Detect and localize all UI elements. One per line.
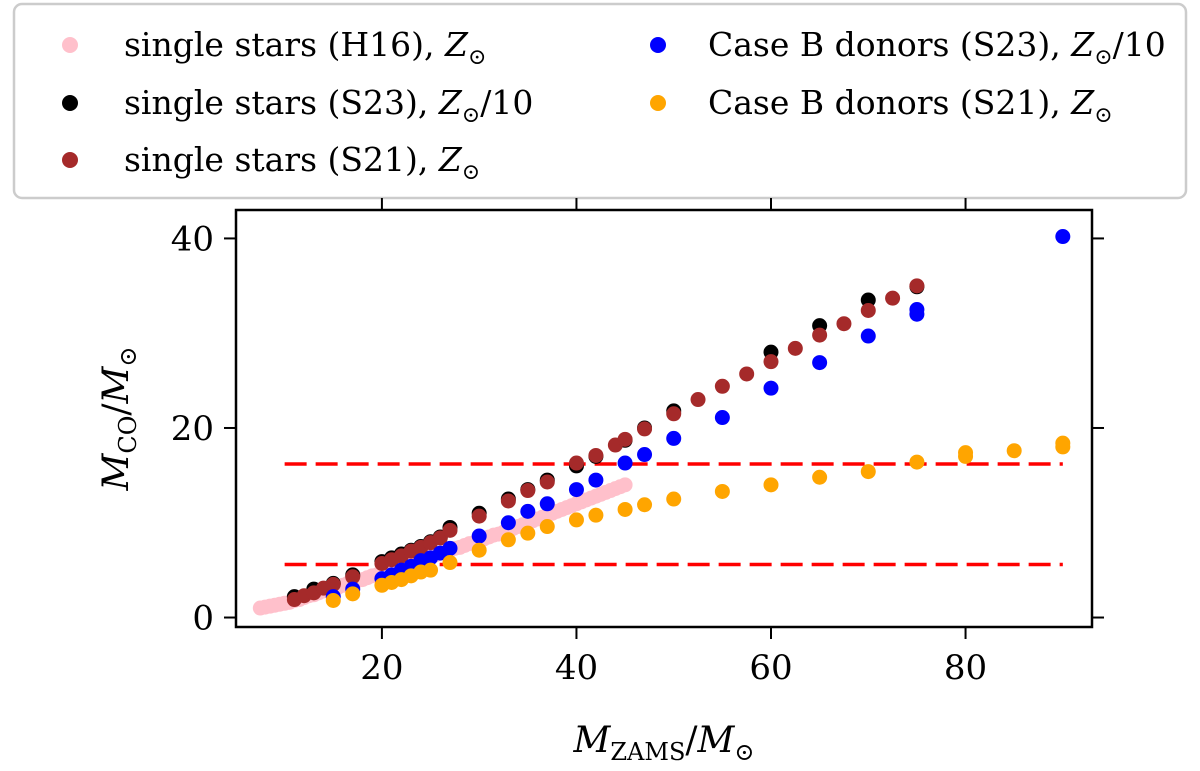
data-point	[690, 392, 706, 408]
legend-marker	[62, 95, 78, 111]
series-2	[286, 279, 925, 605]
data-point	[471, 542, 487, 558]
legend-item-3: single stars (S21), Z⊙	[62, 140, 480, 185]
legend: single stars (H16), Z⊙ single stars (S23)…	[12, 2, 1188, 200]
data-point	[325, 576, 341, 592]
series-3	[286, 278, 925, 608]
data-point	[345, 569, 361, 585]
data-point	[423, 562, 439, 578]
legend-marker	[650, 37, 666, 53]
data-point	[539, 474, 555, 490]
data-point	[1055, 435, 1071, 451]
data-point	[442, 555, 458, 571]
legend-label: single stars (H16), Z⊙	[124, 25, 486, 70]
data-point	[500, 515, 516, 531]
legend-label: Case B donors (S21), Z⊙	[708, 83, 1113, 128]
data-point	[909, 454, 925, 470]
x-axis-label: MZAMS/M⊙	[572, 720, 754, 766]
data-point	[958, 445, 974, 461]
axis-labels: MZAMS/M⊙ MCO/M⊙	[96, 346, 755, 766]
legend-marker	[650, 95, 666, 111]
data-point	[860, 292, 876, 308]
series-5	[325, 435, 1071, 608]
data-point	[568, 455, 584, 471]
legend-item-4: Case B donors (S23), Z⊙/10	[650, 25, 1166, 70]
data-point	[442, 522, 458, 538]
legend-label: Case B donors (S23), Z⊙/10	[708, 25, 1166, 70]
data-point	[666, 491, 682, 507]
data-point	[637, 447, 653, 463]
y-tick-label: 40	[171, 219, 214, 259]
data-point	[500, 532, 516, 548]
data-point	[714, 410, 730, 426]
data-point	[520, 483, 536, 499]
data-point	[471, 528, 487, 544]
data-point	[637, 421, 653, 437]
data-point	[714, 378, 730, 394]
data-point	[812, 355, 828, 371]
data-point	[442, 540, 458, 556]
data-point	[787, 340, 803, 356]
data-point	[666, 406, 682, 422]
data-point	[885, 290, 901, 306]
data-point	[520, 525, 536, 541]
legend-label: single stars (S21), Z⊙	[124, 140, 480, 185]
data-point	[500, 493, 516, 509]
series-4	[325, 229, 1071, 605]
data-point	[588, 472, 604, 488]
x-tick-label: 80	[944, 648, 987, 688]
data-point	[1006, 443, 1022, 459]
data-point	[763, 354, 779, 370]
data-point	[617, 431, 633, 447]
data-point	[539, 496, 555, 512]
data-point	[617, 501, 633, 517]
legend-marker	[62, 152, 78, 168]
data-point	[714, 483, 730, 499]
data-point	[836, 316, 852, 332]
legend-marker	[62, 37, 78, 53]
data-point	[860, 302, 876, 318]
data-point	[345, 586, 361, 602]
data-point	[860, 464, 876, 480]
y-axis-label: MCO/M⊙	[96, 346, 142, 491]
data-point	[666, 430, 682, 446]
data-point	[739, 366, 755, 382]
legend-item-5: Case B donors (S21), Z⊙	[650, 83, 1113, 128]
data-point	[588, 447, 604, 463]
data-point	[812, 327, 828, 343]
data-point	[909, 278, 925, 294]
data-point	[860, 328, 876, 344]
data-point	[325, 592, 341, 608]
x-tick-label: 20	[360, 648, 403, 688]
x-tick-label: 60	[749, 648, 792, 688]
y-tick-label: 20	[171, 409, 214, 449]
data-point	[637, 497, 653, 513]
data-point	[763, 380, 779, 396]
axis-ticks: 20 40 60 80 0 20 40	[171, 198, 1104, 688]
data-point	[909, 306, 925, 322]
plot-area	[234, 208, 1094, 629]
x-tick-label: 40	[555, 648, 598, 688]
legend-frame	[12, 2, 1188, 200]
y-tick-label: 0	[192, 599, 214, 639]
data-point	[568, 512, 584, 528]
legend-item-2: single stars (S23), Z⊙/10	[62, 83, 533, 128]
data-point	[617, 477, 633, 493]
data-point	[520, 503, 536, 519]
plot-frame-border	[234, 208, 1094, 629]
legend-item-1: single stars (H16), Z⊙	[62, 25, 486, 70]
data-point	[763, 477, 779, 493]
data-point	[539, 519, 555, 535]
data-point	[568, 482, 584, 498]
data-point	[588, 507, 604, 523]
data-point	[812, 469, 828, 485]
legend-label: single stars (S23), Z⊙/10	[124, 83, 533, 128]
data-points	[252, 229, 1071, 616]
data-point	[471, 508, 487, 524]
data-point	[1055, 229, 1071, 245]
data-point	[617, 455, 633, 471]
